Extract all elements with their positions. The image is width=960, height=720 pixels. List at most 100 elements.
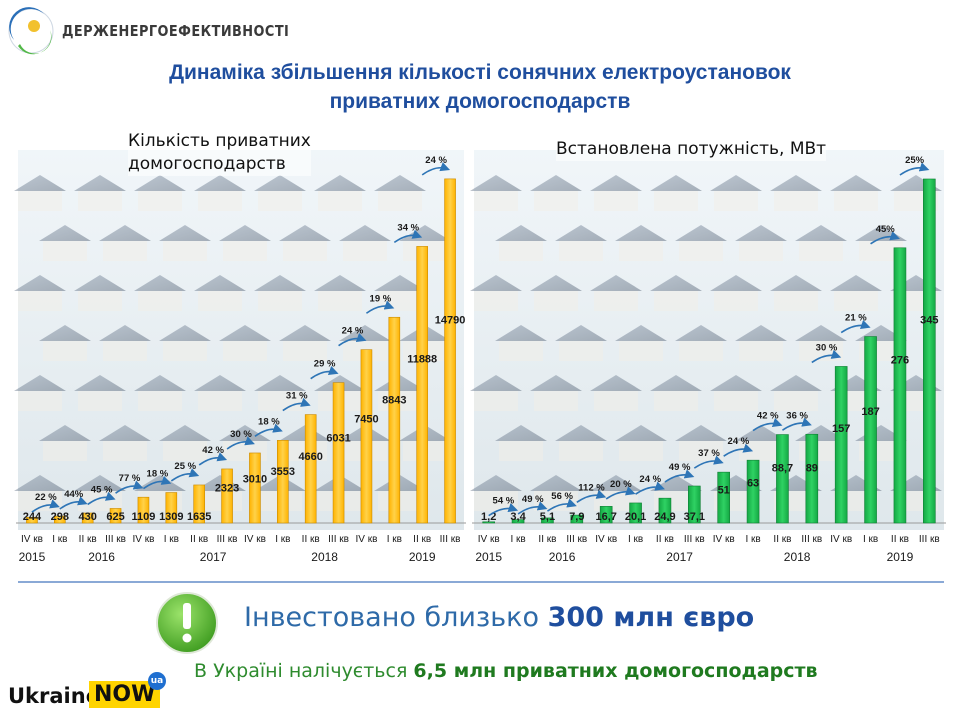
org-logo bbox=[8, 7, 54, 55]
house-shape bbox=[314, 175, 366, 211]
house-shape bbox=[555, 425, 607, 461]
org-name: ДЕРЖЕНЕРГОЕФЕКТИВНОСТІ bbox=[62, 22, 290, 40]
households-growth-label: 19 % bbox=[370, 293, 392, 304]
households-growth-label: 24 % bbox=[342, 326, 364, 337]
households-growth-arrow bbox=[254, 423, 283, 437]
house-shape bbox=[650, 375, 702, 411]
households-category-label: II кв bbox=[79, 534, 97, 545]
house-shape bbox=[530, 175, 582, 211]
households-bar bbox=[249, 452, 261, 524]
house-shape bbox=[134, 375, 186, 411]
households-growth-arrow bbox=[87, 491, 116, 506]
ukraine-now-logo-box: NOW bbox=[89, 681, 161, 708]
households-value-label: 1109 bbox=[132, 511, 156, 523]
house-shape bbox=[74, 275, 126, 311]
households-bar bbox=[81, 512, 94, 524]
households-bar bbox=[304, 414, 317, 524]
households-growth-arrow bbox=[198, 452, 228, 466]
households-value-label: 430 bbox=[79, 511, 97, 523]
house-shape bbox=[470, 275, 522, 311]
households-value-label: 6031 bbox=[326, 433, 350, 445]
capacity-category-label: II кв bbox=[773, 534, 791, 545]
house-shape bbox=[219, 225, 271, 261]
page-title-line-1: Динаміка збільшення кількості сонячних е… bbox=[169, 61, 791, 84]
capacity-category-label: I кв bbox=[510, 534, 525, 545]
households-bar bbox=[444, 178, 456, 524]
capacity-bar bbox=[688, 485, 701, 524]
capacity-category-label: IV кв bbox=[713, 534, 735, 545]
capacity-year-label: 2018 bbox=[784, 550, 811, 564]
house-shape bbox=[279, 325, 331, 361]
house-shape bbox=[555, 225, 607, 261]
chart-title-households-line-2: домогосподарств bbox=[128, 154, 286, 174]
capacity-growth-arrow bbox=[488, 502, 519, 517]
house-shape bbox=[314, 275, 366, 311]
capacity-growth-arrow bbox=[870, 231, 900, 245]
house-shape bbox=[555, 325, 607, 361]
capacity-bar bbox=[834, 366, 848, 524]
households-growth-arrow bbox=[115, 480, 144, 494]
capacity-growth-arrow bbox=[899, 162, 930, 176]
capacity-growth-arrow bbox=[635, 481, 665, 495]
households-bar bbox=[360, 349, 373, 524]
house-shape bbox=[470, 175, 522, 211]
households-growth-arrow bbox=[310, 365, 339, 380]
households-bar bbox=[221, 468, 233, 524]
capacity-growth-label: 21 % bbox=[845, 313, 867, 324]
households-category-label: IV кв bbox=[21, 534, 43, 545]
households-value-label: 8843 bbox=[382, 395, 406, 407]
capacity-growth-arrow bbox=[752, 417, 783, 432]
households-value-label: 11888 bbox=[407, 354, 437, 366]
house-shape bbox=[590, 375, 642, 411]
house-shape bbox=[39, 225, 91, 261]
households-growth-arrow bbox=[226, 436, 255, 450]
households-growth-arrow bbox=[31, 499, 60, 513]
households-growth-arrow bbox=[282, 397, 311, 412]
chart-title-households: Кількість приватних домогосподарств bbox=[128, 130, 311, 176]
households-category-label: IV кв bbox=[355, 534, 377, 545]
house-shape bbox=[99, 425, 151, 461]
capacity-category-label: II кв bbox=[656, 534, 674, 545]
capacity-year-label: 2015 bbox=[475, 550, 502, 564]
capacity-category-label: III кв bbox=[566, 534, 587, 545]
capacity-growth-arrow bbox=[576, 489, 607, 504]
house-shape bbox=[795, 225, 847, 261]
capacity-growth-label: 42 % bbox=[757, 411, 779, 422]
households-bar bbox=[388, 316, 401, 524]
capacity-bar bbox=[599, 506, 613, 524]
capacity-value-label: 63 bbox=[747, 478, 759, 490]
house-shape bbox=[615, 325, 667, 361]
households-value-label: 3553 bbox=[271, 466, 295, 478]
house-shape bbox=[74, 175, 126, 211]
capacity-growth-label: 45% bbox=[876, 224, 896, 235]
capacity-value-label: 20,1 bbox=[625, 511, 646, 523]
capacity-growth-label: 36 % bbox=[786, 410, 808, 421]
house-shape bbox=[615, 425, 667, 461]
house-shape bbox=[675, 425, 727, 461]
house-shape bbox=[770, 175, 822, 211]
households-category-label: III кв bbox=[217, 534, 238, 545]
house-shape bbox=[650, 275, 702, 311]
households-category-label: III кв bbox=[328, 534, 349, 545]
households-category-label: I кв bbox=[387, 534, 402, 545]
households-bar bbox=[165, 492, 178, 524]
households-year-label: 2019 bbox=[409, 550, 436, 564]
capacity-growth-arrow bbox=[723, 443, 754, 457]
households-growth-arrow bbox=[170, 468, 200, 482]
house-shape bbox=[219, 325, 271, 361]
households-prefix: В Україні налічується bbox=[194, 660, 414, 682]
house-shape bbox=[590, 275, 642, 311]
households-year-label: 2017 bbox=[200, 550, 227, 564]
households-growth-label: 45 % bbox=[91, 484, 113, 495]
capacity-category-label: I кв bbox=[745, 534, 760, 545]
households-category-label: IV кв bbox=[132, 534, 154, 545]
chart-title-capacity: Встановлена потужність, МВт bbox=[556, 138, 827, 161]
house-shape bbox=[830, 275, 882, 311]
capacity-growth-arrow bbox=[664, 469, 695, 483]
house-shape bbox=[710, 175, 762, 211]
households-category-label: I кв bbox=[164, 534, 179, 545]
capacity-bar bbox=[511, 519, 525, 524]
capacity-bar bbox=[570, 514, 584, 524]
capacity-year-label: 2019 bbox=[887, 550, 914, 564]
house-shape bbox=[735, 325, 787, 361]
